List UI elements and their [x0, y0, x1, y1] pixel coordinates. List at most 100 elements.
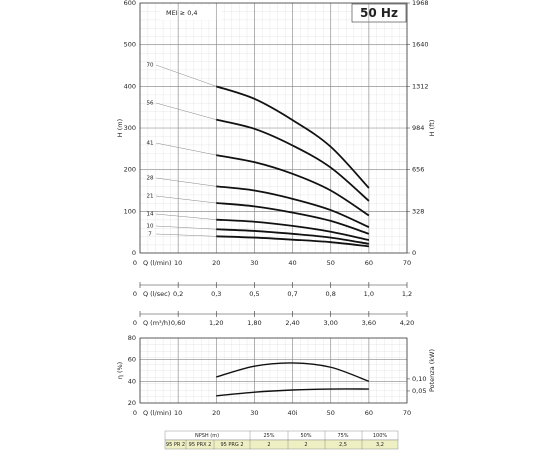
curve: [216, 362, 370, 382]
leader-line: [155, 102, 217, 120]
npsh-table: NPSH (m) 25% 50% 75% 100% 95 PR 2 95 PRX…: [164, 430, 399, 450]
y2-tick-label: 984: [412, 124, 424, 132]
table-cell: 2: [267, 442, 270, 448]
x-tick-label: 70: [403, 409, 411, 417]
curve: [216, 235, 369, 248]
x-tick-label: 0,8: [326, 290, 336, 298]
y-axis-label: H (m): [116, 119, 124, 137]
y-tick-label: 400: [124, 82, 136, 90]
x-tick-label: 60: [365, 409, 373, 417]
minor-grid: [140, 338, 407, 403]
y2-tick-label: 0,05: [412, 387, 426, 395]
table-cell: 3,2: [376, 442, 384, 448]
axis-label: Q (m³/h): [143, 319, 171, 327]
curve-label: 7: [148, 232, 152, 238]
table-header: 50%: [300, 433, 311, 439]
curve: [216, 85, 370, 189]
x-tick-label: 0: [133, 409, 137, 417]
y2-axis-label: Potenza (kW): [428, 349, 436, 392]
curve: [216, 118, 370, 202]
x-tick-label: 0: [133, 259, 137, 267]
axis-label: Q (l/sec): [143, 290, 170, 298]
plot-frame: [139, 2, 408, 254]
x-tick-label: 20: [212, 409, 220, 417]
badge-box: [351, 3, 407, 23]
y2-tick-label: 0: [412, 249, 416, 257]
annotation: MEI ≥ 0,4: [166, 9, 198, 17]
x-tick-label: 2,40: [285, 319, 299, 327]
y-tick-label: 200: [124, 166, 136, 174]
x-tick-label: 0,5: [249, 290, 259, 298]
curve-label: 14: [147, 212, 154, 218]
x-tick-label: 10: [174, 409, 182, 417]
badge: 50 Hz: [360, 6, 398, 20]
annotation-bg: [160, 6, 222, 20]
curve: [216, 202, 370, 235]
curve-label: 21: [147, 194, 154, 200]
y2-tick-label: 1968: [412, 0, 429, 7]
x-tick-label: 50: [327, 259, 335, 267]
table-model: 95 PRX 2: [189, 442, 212, 448]
curve: [216, 154, 370, 217]
leader-line: [155, 233, 217, 237]
x-tick-label: 0,7: [287, 290, 297, 298]
y-axis-label: η (%): [116, 362, 124, 379]
y-tick-label: 80: [128, 334, 136, 342]
table-cell: 2,5: [339, 442, 347, 448]
curve: [216, 218, 370, 241]
table-header: NPSH (m): [195, 433, 219, 439]
leader-line: [155, 225, 217, 230]
y2-tick-label: 1312: [412, 82, 429, 90]
y-tick-label: 60: [128, 356, 136, 364]
x-axis-label: Q (l/min): [143, 409, 172, 417]
y-tick-label: 0: [132, 249, 136, 257]
x-tick-label: 40: [288, 259, 296, 267]
x-tick-label: 30: [250, 259, 258, 267]
y2-tick-label: 328: [412, 207, 424, 215]
y2-tick-label: 1640: [412, 41, 429, 49]
x-tick-label: 3,00: [323, 319, 337, 327]
x-tick-label: 0: [133, 290, 137, 298]
leader-line: [155, 195, 217, 204]
x-tick-label: 1,0: [364, 290, 374, 298]
leader-line: [155, 142, 217, 156]
x-tick-label: 0,3: [211, 290, 221, 298]
y2-tick-label: 656: [412, 166, 424, 174]
table-model: 95 PRG 2: [220, 442, 243, 448]
x-tick-label: 0,2: [173, 290, 183, 298]
curve: [216, 185, 370, 228]
x-tick-label: 1,20: [209, 319, 223, 327]
curve-label: 70: [147, 63, 154, 69]
y-tick-label: 300: [124, 124, 136, 132]
x-tick-label: 1,80: [247, 319, 261, 327]
leader-line: [155, 64, 217, 87]
curve: [216, 388, 369, 397]
y2-tick-label: 0,10: [412, 375, 426, 383]
y-tick-label: 600: [124, 0, 136, 7]
x-axis-label: Q (l/min): [143, 259, 172, 267]
x-tick-label: 10: [174, 259, 182, 267]
x-tick-label: 50: [327, 409, 335, 417]
x-tick-label: 60: [365, 259, 373, 267]
x-tick-label: 0,60: [171, 319, 185, 327]
curve: [216, 228, 370, 245]
leader-line: [155, 177, 217, 187]
table-model: 95 PR 2: [166, 442, 185, 448]
y-tick-label: 100: [124, 207, 136, 215]
y-tick-label: 40: [128, 377, 136, 385]
curve-label: 10: [147, 224, 154, 230]
table-header: 25%: [263, 433, 274, 439]
leader-line: [155, 213, 217, 220]
x-tick-label: 20: [212, 259, 220, 267]
x-tick-label: 3,60: [362, 319, 376, 327]
x-tick-label: 40i: [288, 409, 298, 417]
x-tick-label: 4,20: [400, 319, 414, 327]
x-tick-label: 70: [403, 259, 411, 267]
x-tick-label: 30: [250, 409, 258, 417]
plot-frame: [139, 337, 408, 404]
curve-label: 28: [147, 176, 154, 182]
curve-label: 41: [147, 141, 154, 147]
y-tick-label: 20: [128, 399, 136, 407]
x-tick-label: 1,2: [402, 290, 412, 298]
